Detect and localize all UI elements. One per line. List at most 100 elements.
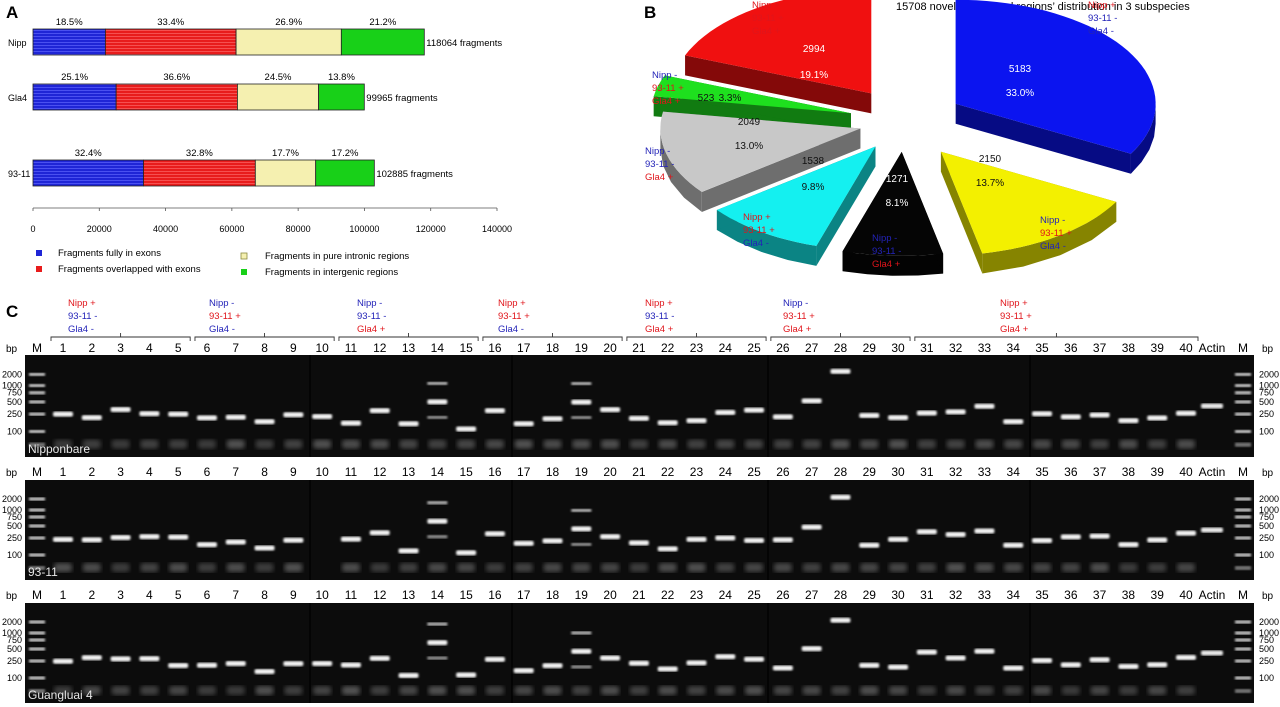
primer-dimer-smear <box>399 563 418 572</box>
gel-band <box>1003 419 1024 425</box>
size-label: 500 <box>7 644 22 654</box>
ladder-band <box>1235 676 1251 680</box>
gel-band <box>1089 657 1110 663</box>
ladder-band <box>29 372 45 376</box>
primer-dimer-smear <box>169 439 188 449</box>
lane-number: 29 <box>863 588 877 602</box>
pie-slice <box>716 146 876 266</box>
gel-band <box>571 526 592 532</box>
subspecies-label: Gla4 - <box>743 238 769 249</box>
lane-number: 4 <box>146 588 153 602</box>
lane-group-label: Gla4 + <box>357 324 386 335</box>
primer-dimer-smear <box>341 439 360 449</box>
lane-number: 5 <box>175 341 182 355</box>
lane-number: 27 <box>805 341 819 355</box>
gel-band <box>571 416 592 420</box>
ladder-band <box>1235 372 1251 376</box>
lane-number: 2 <box>88 465 95 479</box>
marker-lane-label: M <box>1238 465 1248 479</box>
primer-dimer-smear <box>917 686 936 695</box>
gel-band <box>139 534 160 540</box>
subspecies-label: Gla4 + <box>872 259 901 270</box>
gel-band <box>254 419 275 425</box>
subspecies-label: Gla4 + <box>752 26 781 37</box>
primer-dimer-smear <box>284 439 303 449</box>
primer-dimer-smear <box>255 686 274 695</box>
bar-percent-label: 36.6% <box>163 72 190 83</box>
lane-group-label: Nipp - <box>783 298 808 309</box>
gel-band <box>571 382 592 386</box>
size-label: 1000 <box>1259 628 1279 638</box>
lane-number: 37 <box>1093 588 1107 602</box>
primer-dimer-smear <box>284 686 303 695</box>
size-label: 500 <box>7 397 22 407</box>
lane-number: 10 <box>315 341 329 355</box>
gel-band <box>686 418 707 424</box>
gel-name: 93-11 <box>28 565 58 579</box>
lane-number: 14 <box>431 341 445 355</box>
pie-slice-side <box>842 251 944 276</box>
ladder-band <box>29 676 45 680</box>
bar-segment <box>254 159 317 187</box>
lane-number: 22 <box>661 588 675 602</box>
primer-dimer-smear <box>687 563 706 572</box>
pie-slice <box>940 151 1117 274</box>
gel-band <box>254 669 275 675</box>
primer-dimer-smear <box>226 686 245 695</box>
gel-band <box>398 421 419 427</box>
primer-dimer-smear <box>197 563 216 572</box>
lane-number: 22 <box>661 465 675 479</box>
lane-number: 39 <box>1151 588 1165 602</box>
lane-number: 37 <box>1093 341 1107 355</box>
primer-dimer-smear <box>716 439 735 449</box>
lane-number: 34 <box>1007 465 1021 479</box>
gel-band <box>427 501 448 505</box>
gel-name: Nipponbare <box>28 442 90 456</box>
gel-band <box>744 656 765 662</box>
primer-dimer-smear <box>1119 563 1138 572</box>
pie-slice <box>685 0 872 114</box>
lane-group-label: Gla4 - <box>498 324 524 335</box>
primer-dimer-smear <box>629 563 648 572</box>
gel-band <box>1176 654 1196 660</box>
ladder-band <box>29 391 45 395</box>
pie-slice-percent: 13.0% <box>735 141 763 152</box>
lane-number: 3 <box>117 341 124 355</box>
primer-dimer-smear <box>82 563 101 572</box>
primer-dimer-smear <box>658 439 677 449</box>
pie-slice-percent: 9.8% <box>802 182 825 193</box>
lane-number: 35 <box>1035 588 1049 602</box>
gel-band <box>225 414 246 420</box>
primer-dimer-smear <box>1119 686 1138 695</box>
gel-band <box>830 368 851 374</box>
pie-slice-count: 523 <box>698 93 715 104</box>
marker-lane-label: M <box>32 588 42 602</box>
primer-dimer-smear <box>54 563 72 572</box>
lane-number: 30 <box>891 588 905 602</box>
size-label: 100 <box>7 550 22 560</box>
size-label: 2000 <box>1259 617 1279 627</box>
primer-dimer-smear <box>1177 563 1195 572</box>
lane-number: 24 <box>719 465 733 479</box>
lane-number: 17 <box>517 341 531 355</box>
lane-group-label: 93-11 + <box>498 311 530 322</box>
bar-category-label: 93-11 <box>8 169 30 179</box>
gel-band <box>1118 542 1139 548</box>
size-label: 1000 <box>1259 505 1279 515</box>
gel-name: Guangluai 4 <box>28 688 93 702</box>
ladder-band <box>1235 689 1251 693</box>
marker-lane-label: M <box>32 341 42 355</box>
size-label: 1000 <box>2 505 22 515</box>
ladder-band <box>29 689 45 693</box>
primer-dimer-smear <box>658 563 677 572</box>
subspecies-label: 93-11 + <box>1040 228 1072 239</box>
gel-band <box>456 426 477 432</box>
ladder-band <box>29 497 45 501</box>
bp-label: bp <box>1262 344 1274 355</box>
primer-dimer-smear <box>1177 686 1195 695</box>
lane-number: 16 <box>488 465 502 479</box>
legend-label: Fragments in pure intronic regions <box>265 251 409 262</box>
ladder-band <box>1235 638 1251 642</box>
